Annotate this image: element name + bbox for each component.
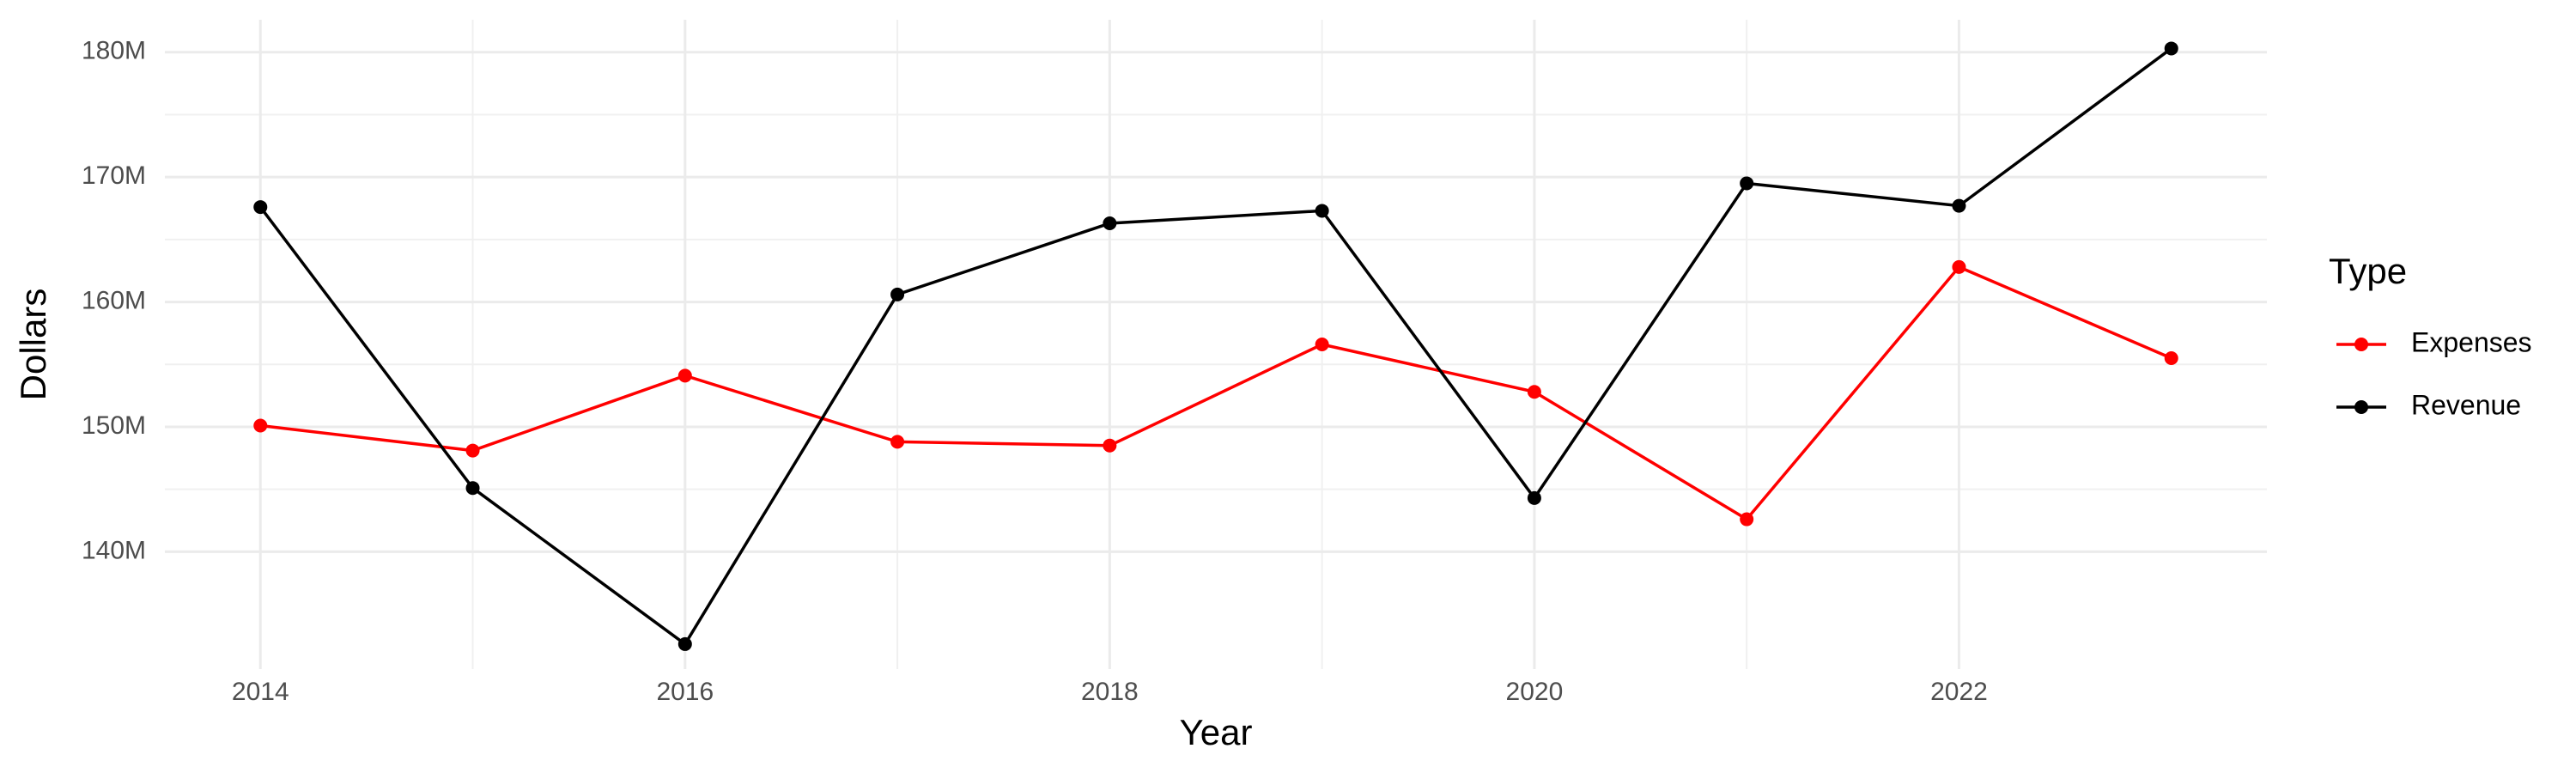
data-point	[1315, 204, 1329, 218]
data-point	[890, 435, 905, 449]
y-tick-label: 160M	[82, 286, 146, 314]
data-point	[1103, 438, 1117, 453]
data-point	[890, 287, 905, 301]
series-line	[258, 47, 2172, 647]
y-tick-label: 150M	[82, 411, 146, 440]
data-point	[465, 481, 480, 496]
x-tick-label: 2018	[1081, 678, 1139, 706]
data-point	[677, 368, 692, 383]
legend-label: Revenue	[2411, 389, 2521, 420]
x-tick-label: 2016	[656, 678, 714, 706]
data-point	[1952, 259, 1966, 274]
data-point	[1527, 385, 1541, 399]
data-point	[2164, 350, 2178, 365]
x-tick-label: 2022	[1930, 678, 1988, 706]
series-line	[260, 265, 2172, 521]
x-tick-label: 2020	[1506, 678, 1564, 706]
legend-marker	[2354, 400, 2368, 414]
data-point	[1527, 490, 1541, 505]
data-point	[253, 200, 268, 215]
data-point	[1740, 176, 1754, 191]
legend-marker	[2354, 338, 2368, 351]
legend-title: Type	[2329, 251, 2407, 291]
legend-label: Expenses	[2411, 326, 2532, 357]
data-point	[253, 418, 268, 433]
y-tick-label: 140M	[82, 536, 146, 564]
data-point	[1315, 338, 1329, 351]
x-tick-label: 2014	[232, 678, 289, 706]
data-point	[2164, 41, 2178, 56]
grid	[165, 20, 2267, 669]
data-point	[1952, 198, 1966, 213]
x-axis-title: Year	[1180, 712, 1253, 752]
y-tick-label: 170M	[82, 161, 146, 190]
data-point	[1103, 216, 1117, 230]
data-point	[677, 636, 692, 651]
data-point	[465, 443, 480, 458]
data-point	[1740, 512, 1754, 526]
y-axis-title: Dollars	[13, 289, 53, 401]
y-tick-label: 180M	[82, 37, 146, 65]
